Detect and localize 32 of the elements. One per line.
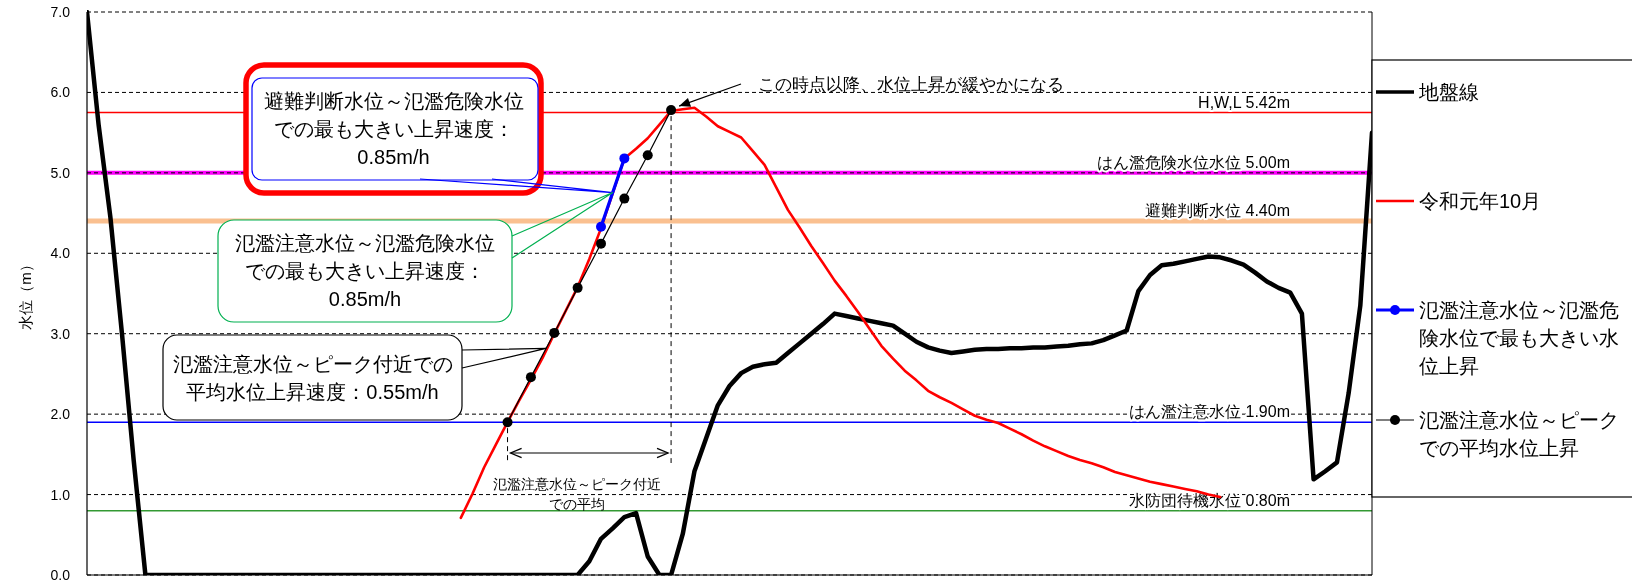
annotation: 避難判断水位～氾濫危険水位での最も大きい上昇速度：0.85m/h	[263, 90, 524, 168]
point	[525, 372, 536, 383]
legend-label: 地盤線	[1418, 81, 1479, 103]
annotation: この時点以降、水位上昇が緩やかになる	[758, 74, 1064, 94]
annotation: 氾濫注意水位～氾濫危険水位での最も大きい上昇速度：0.85m/h	[235, 232, 495, 310]
point	[596, 238, 606, 249]
y-tick-label: 0.0	[50, 567, 71, 583]
point	[619, 193, 630, 204]
y-tick-label: 7.0	[50, 4, 71, 20]
annotation: 氾濫注意水位～ピーク付近での平均	[493, 476, 662, 512]
point	[642, 150, 653, 161]
y-tick-label: 3.0	[50, 325, 71, 342]
legend-label: 令和元年10月	[1419, 190, 1542, 212]
y-tick-label: 2.0	[50, 406, 71, 423]
y-tick-label: 4.0	[50, 245, 71, 262]
annotation: 氾濫注意水位～ピーク付近での平均水位上昇速度：0.55m/h	[172, 352, 453, 403]
y-axis-title: 水位（m）	[16, 257, 34, 330]
point	[549, 327, 560, 338]
point	[502, 417, 513, 428]
y-tick-label: 1.0	[50, 486, 71, 503]
legend-label: 氾濫注意水位～氾濫危険水位で最も大きい水位上昇	[1419, 299, 1619, 377]
point	[666, 105, 677, 116]
y-tick-label: 5.0	[50, 164, 71, 181]
ref-line-label: 水防団待機水位 0.80m	[1129, 491, 1290, 509]
legend-label: 氾濫注意水位～ピークでの平均水位上昇	[1419, 409, 1619, 459]
point	[596, 221, 606, 232]
ref-line-label: はん濫危険水位水位 5.00m	[1097, 153, 1290, 171]
ref-line-label: H,W,L 5.42m	[1198, 93, 1290, 111]
y-tick-label: 6.0	[50, 84, 71, 101]
point	[619, 153, 630, 164]
point	[572, 282, 583, 293]
ref-line-label: 避難判断水位 4.40m	[1145, 201, 1290, 219]
